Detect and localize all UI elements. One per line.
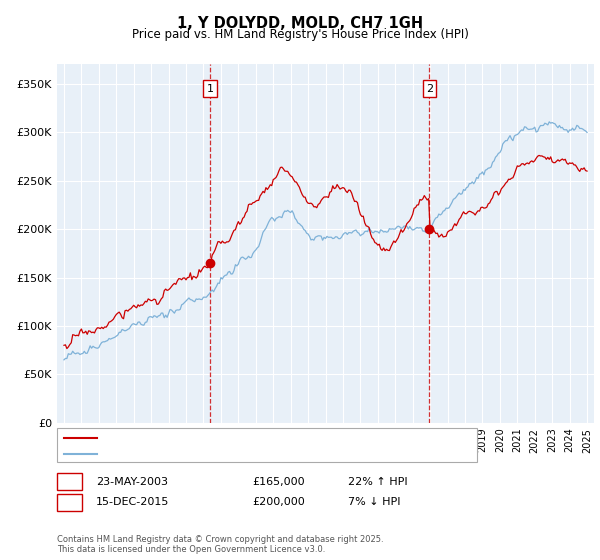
Text: £165,000: £165,000 xyxy=(252,477,305,487)
Text: 1: 1 xyxy=(66,477,73,487)
Text: 2: 2 xyxy=(66,497,73,507)
Text: Price paid vs. HM Land Registry's House Price Index (HPI): Price paid vs. HM Land Registry's House … xyxy=(131,28,469,41)
Text: 23-MAY-2003: 23-MAY-2003 xyxy=(96,477,168,487)
Text: 7% ↓ HPI: 7% ↓ HPI xyxy=(348,497,401,507)
Text: 22% ↑ HPI: 22% ↑ HPI xyxy=(348,477,407,487)
Text: 2: 2 xyxy=(426,83,433,94)
Text: 15-DEC-2015: 15-DEC-2015 xyxy=(96,497,169,507)
Text: Contains HM Land Registry data © Crown copyright and database right 2025.
This d: Contains HM Land Registry data © Crown c… xyxy=(57,535,383,554)
Text: HPI: Average price, detached house, Flintshire: HPI: Average price, detached house, Flin… xyxy=(104,449,346,459)
Text: 1: 1 xyxy=(206,83,214,94)
Text: 1, Y DOLYDD, MOLD, CH7 1GH: 1, Y DOLYDD, MOLD, CH7 1GH xyxy=(177,16,423,31)
Text: 1, Y DOLYDD, MOLD, CH7 1GH (detached house): 1, Y DOLYDD, MOLD, CH7 1GH (detached hou… xyxy=(104,433,356,443)
Text: £200,000: £200,000 xyxy=(252,497,305,507)
